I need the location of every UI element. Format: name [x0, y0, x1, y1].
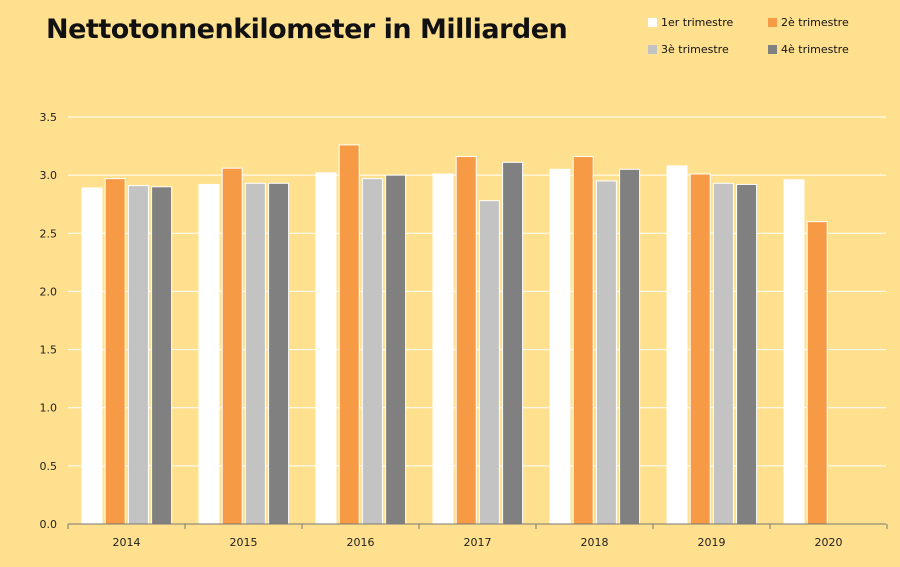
legend-item-series-2: 2è trimestre: [768, 15, 849, 29]
bar-2016-series-2: [338, 144, 360, 525]
legend: 1er trimestre 2è trimestre 3è trimestre …: [648, 15, 888, 65]
bar-2018-series-1: [549, 168, 571, 525]
legend-label-series-1: 1er trimestre: [661, 15, 734, 29]
legend-item-series-4: 4è trimestre: [768, 42, 849, 56]
x-tick-label: 2015: [230, 536, 258, 549]
x-tick-label: 2018: [581, 536, 609, 549]
legend-item-series-3: 3è trimestre: [648, 42, 729, 56]
x-tick-label: 2016: [347, 536, 375, 549]
bar-2016-series-4: [385, 174, 407, 525]
bar-2014-series-2: [104, 178, 126, 525]
bar-2019-series-1: [666, 165, 688, 525]
bar-2015-series-2: [221, 167, 243, 525]
bar-2019-series-4: [736, 183, 758, 525]
bar-2014-series-4: [151, 186, 173, 525]
y-tick-label: 3.5: [40, 111, 58, 124]
legend-label-series-4: 4è trimestre: [781, 42, 849, 56]
x-tick-label: 2017: [464, 536, 492, 549]
bar-2017-series-2: [455, 156, 477, 525]
legend-swatch-series-1: [648, 17, 657, 27]
gridlines: [68, 116, 886, 467]
bar-2019-series-2: [689, 173, 711, 525]
bars: [81, 144, 828, 525]
bar-2018-series-2: [572, 156, 594, 525]
x-tick-label: 2020: [815, 536, 843, 549]
x-tick-label: 2014: [113, 536, 141, 549]
y-tick-label: 2.5: [40, 227, 58, 240]
bar-2016-series-3: [361, 178, 383, 525]
legend-label-series-2: 2è trimestre: [781, 15, 849, 29]
bar-2020-series-1: [783, 179, 805, 525]
bar-2018-series-4: [619, 168, 641, 525]
y-tick-label: 1.0: [40, 402, 58, 415]
bar-2014-series-3: [127, 185, 149, 525]
legend-label-series-3: 3è trimestre: [661, 42, 729, 56]
y-tick-label: 1.5: [40, 344, 58, 357]
legend-swatch-series-3: [648, 44, 657, 54]
bar-2015-series-4: [268, 182, 290, 525]
y-tick-label: 0.0: [40, 518, 58, 531]
y-tick-label: 0.5: [40, 460, 58, 473]
legend-swatch-series-4: [768, 44, 777, 54]
bar-2015-series-3: [244, 182, 266, 525]
bar-2018-series-3: [595, 180, 617, 525]
x-tick-label: 2019: [698, 536, 726, 549]
y-tick-label: 3.0: [40, 169, 58, 182]
bar-2016-series-1: [315, 172, 337, 525]
bar-2017-series-4: [502, 161, 524, 525]
bar-2019-series-3: [712, 182, 734, 525]
chart-title: Nettotonnenkilometer in Milliarden: [46, 14, 568, 45]
bar-2017-series-1: [432, 173, 454, 525]
legend-item-series-1: 1er trimestre: [648, 15, 733, 29]
y-tick-label: 2.0: [40, 285, 58, 298]
bar-2014-series-1: [81, 187, 103, 525]
bar-2015-series-1: [198, 183, 220, 525]
legend-swatch-series-2: [768, 17, 777, 27]
bar-2017-series-3: [478, 200, 500, 525]
bar-2020-series-2: [806, 221, 828, 525]
